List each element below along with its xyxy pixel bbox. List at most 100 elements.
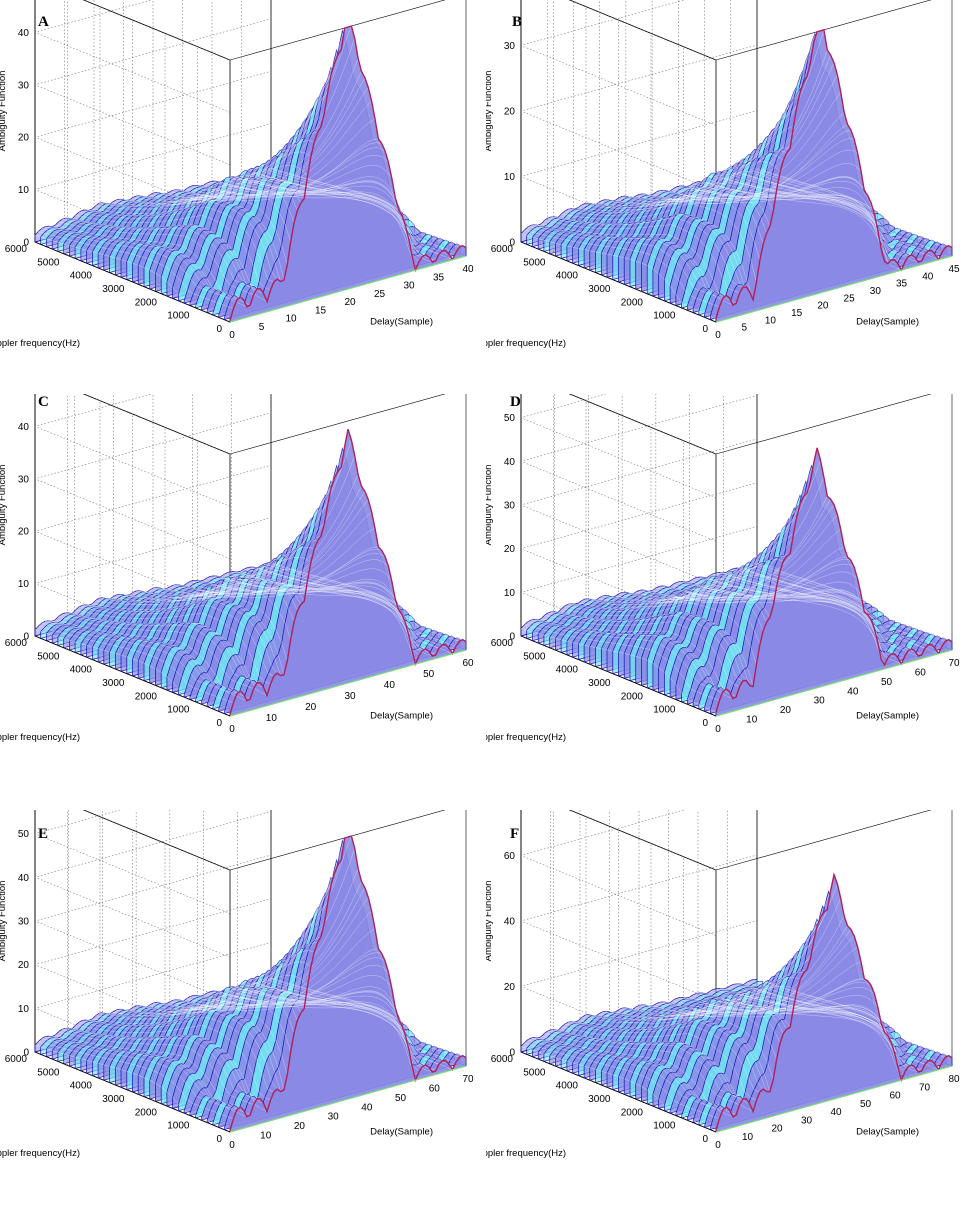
surface-col — [756, 168, 953, 248]
surface-col — [625, 30, 821, 200]
x-tick-label: 10 — [260, 1131, 272, 1142]
surface-col — [669, 176, 865, 203]
z-tick-label: 0 — [509, 1048, 515, 1059]
y-axis-label: Doppler frequency(Hz) — [486, 732, 566, 743]
z-tick-label: 20 — [504, 544, 516, 555]
surface-col — [524, 229, 720, 308]
axes: 0102030405001020304050606000500040003000… — [0, 422, 474, 743]
grid-line — [34, 810, 231, 914]
x-tick-label: 30 — [870, 286, 882, 297]
surface-col — [82, 201, 278, 280]
x-tick-label: 0 — [229, 1140, 235, 1151]
surface-col — [544, 1033, 740, 1105]
surface-col — [561, 203, 757, 283]
surface-col — [537, 1037, 733, 1117]
surface-col — [608, 496, 804, 601]
y-tick-label: 2000 — [621, 691, 644, 702]
y-tick-label: 5000 — [523, 1067, 546, 1078]
surface-col — [716, 177, 912, 256]
surface-col — [163, 58, 359, 201]
panel-label: E — [38, 826, 49, 842]
z-tick-label: 20 — [504, 982, 516, 993]
grid-line — [520, 438, 758, 586]
y-axis-label: Doppler frequency(Hz) — [0, 338, 80, 349]
surface-col — [703, 577, 899, 659]
surface-col — [82, 1011, 278, 1090]
surface-col — [595, 147, 791, 210]
z-tick-label: 40 — [504, 917, 516, 928]
surface-col — [156, 440, 352, 594]
surface-col — [159, 38, 355, 199]
y-tick-label: 1000 — [653, 311, 676, 322]
y-tick-label: 2000 — [621, 1107, 644, 1118]
surface-mesh — [520, 872, 953, 1133]
surface-col — [638, 62, 835, 201]
plot-svg: 0102030405005101520253035406000500040003… — [0, 0, 474, 349]
surface-col — [743, 984, 939, 1070]
surface-col — [210, 181, 406, 226]
surface-col — [220, 576, 416, 665]
surface-col — [726, 987, 922, 1072]
z-tick-label: 0 — [509, 632, 515, 643]
surface-col — [34, 234, 231, 321]
floor-edge — [715, 649, 953, 717]
z-tick-label: 10 — [504, 588, 516, 599]
y-tick-label: 1000 — [167, 705, 190, 716]
surface-col — [173, 897, 369, 1008]
surface-col — [561, 602, 757, 665]
surface-col — [237, 571, 433, 657]
surface-col — [45, 226, 241, 298]
surface-col — [736, 172, 932, 251]
surface-col — [193, 965, 389, 1005]
peak-ridge — [229, 429, 467, 715]
x-tick-label: 50 — [860, 1099, 872, 1110]
surface-col — [264, 168, 460, 248]
surface-col — [554, 610, 750, 686]
surface-col — [250, 566, 446, 645]
surface-col — [686, 997, 882, 1024]
x-tick-label: 40 — [847, 686, 859, 697]
surface-col — [34, 629, 231, 715]
y-tick-label: 4000 — [556, 665, 579, 676]
surface-col — [38, 625, 234, 703]
grid-line — [34, 70, 272, 218]
surface-col — [682, 185, 878, 231]
grid — [34, 0, 467, 323]
surface-col — [159, 455, 355, 595]
axes: 0102030405060010203040506070600050004000… — [486, 413, 960, 743]
surface-col — [750, 564, 946, 642]
surface-col — [544, 220, 740, 294]
surface-col — [706, 577, 902, 665]
y-tick-label: 5000 — [37, 257, 60, 268]
surface-col — [520, 233, 717, 320]
surface-col — [524, 1042, 720, 1119]
y-tick-label: 2000 — [135, 297, 158, 308]
surface-col — [726, 571, 922, 656]
y-tick-label: 4000 — [556, 271, 579, 282]
z-tick-label: 30 — [18, 80, 30, 91]
surface-col — [163, 868, 359, 1011]
z-tick-label: 30 — [18, 474, 30, 485]
surface-col — [679, 581, 875, 630]
y-tick-label: 6000 — [491, 638, 514, 649]
surface-col — [119, 140, 315, 203]
surface-col — [733, 984, 929, 1061]
grid-line — [520, 44, 758, 192]
surface-col — [41, 622, 237, 695]
surface-col — [625, 460, 821, 599]
y-tick-label: 3000 — [588, 1094, 611, 1105]
surface-col — [649, 111, 845, 204]
panel-d: 0102030405060010203040506070600050004000… — [486, 394, 972, 795]
panel-label: B — [512, 14, 523, 30]
surface-col — [223, 989, 419, 1073]
surface-col — [68, 218, 264, 294]
surface-col — [591, 555, 787, 605]
surface-col — [51, 226, 247, 307]
x-tick-label: 20 — [305, 702, 317, 713]
x-tick-label: 20 — [294, 1121, 306, 1132]
surface-col — [112, 165, 308, 207]
surface-col — [203, 181, 399, 210]
y-tick-label: 5000 — [37, 651, 60, 662]
surface-col — [257, 172, 453, 260]
peak-ridge — [715, 28, 953, 320]
